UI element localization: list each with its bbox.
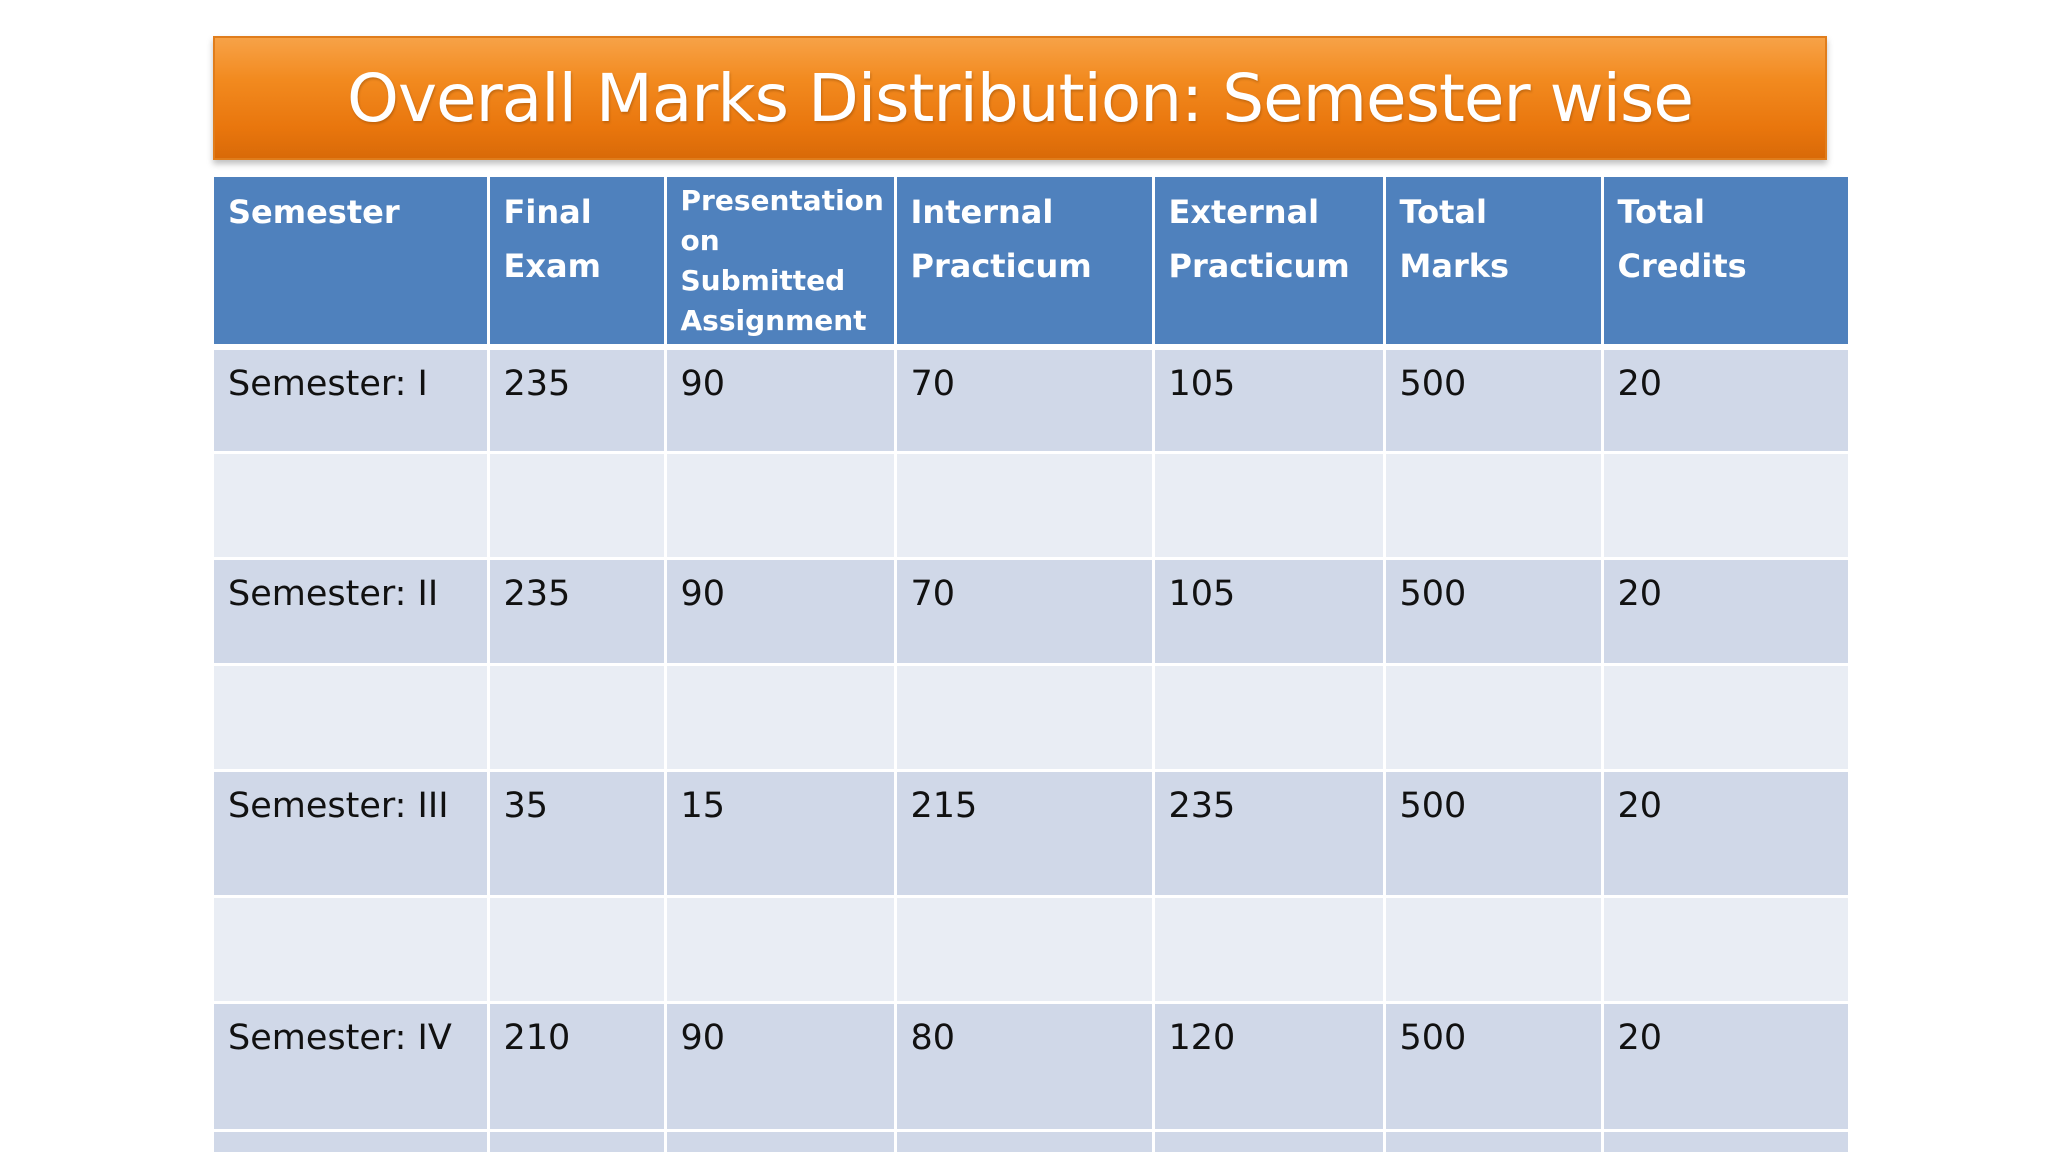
marks-distribution-table: Semester Final Exam Presentation on Subm… bbox=[214, 177, 1848, 1152]
cell-external-practicum: 120 bbox=[1153, 1002, 1386, 1132]
table-spacer-row bbox=[214, 896, 1848, 1004]
empty-cell bbox=[488, 896, 667, 1004]
cell-external-practicum: 105 bbox=[1153, 558, 1386, 666]
empty-cell bbox=[488, 664, 667, 772]
empty-cell bbox=[214, 896, 490, 1004]
cell-total-marks: 500 bbox=[1384, 558, 1604, 666]
title-banner: Overall Marks Distribution: Semester wis… bbox=[213, 36, 1827, 160]
cell-semester: Semester: IV bbox=[214, 1002, 490, 1132]
cell-total-marks: 500 bbox=[1384, 1002, 1604, 1132]
cell-internal-practicum: 70 bbox=[895, 347, 1155, 454]
cell-external-practicum: 235 bbox=[1153, 770, 1386, 898]
header-total-credits: Total Credits bbox=[1602, 177, 1848, 350]
empty-cell bbox=[665, 664, 897, 772]
cell-final-exam: 210 bbox=[488, 1002, 667, 1132]
marks-table-container: Semester Final Exam Presentation on Subm… bbox=[214, 177, 1848, 1152]
cell-total-credits: 20 bbox=[1602, 558, 1848, 666]
table-row-cut-off bbox=[214, 1130, 1848, 1152]
empty-cell bbox=[895, 452, 1155, 560]
empty-cell bbox=[1602, 452, 1848, 560]
empty-cell bbox=[1602, 896, 1848, 1004]
empty-cell bbox=[488, 1130, 667, 1152]
table-row: Semester: I 235 90 70 105 500 20 bbox=[214, 347, 1848, 454]
cell-total-credits: 20 bbox=[1602, 1002, 1848, 1132]
empty-cell bbox=[1153, 452, 1386, 560]
empty-cell bbox=[1384, 1130, 1604, 1152]
header-external-practicum: External Practicum bbox=[1153, 177, 1386, 350]
cell-final-exam: 235 bbox=[488, 558, 667, 666]
table-header-row: Semester Final Exam Presentation on Subm… bbox=[214, 177, 1848, 350]
empty-cell bbox=[665, 1130, 897, 1152]
cell-final-exam: 35 bbox=[488, 770, 667, 898]
cell-internal-practicum: 80 bbox=[895, 1002, 1155, 1132]
empty-cell bbox=[1153, 896, 1386, 1004]
empty-cell bbox=[895, 664, 1155, 772]
table-spacer-row bbox=[214, 664, 1848, 772]
empty-cell bbox=[214, 452, 490, 560]
empty-cell bbox=[895, 1130, 1155, 1152]
cell-total-credits: 20 bbox=[1602, 770, 1848, 898]
table-row: Semester: IV 210 90 80 120 500 20 bbox=[214, 1002, 1848, 1132]
table-row: Semester: II 235 90 70 105 500 20 bbox=[214, 558, 1848, 666]
cell-presentation: 15 bbox=[665, 770, 897, 898]
empty-cell bbox=[895, 896, 1155, 1004]
header-internal-practicum: Internal Practicum bbox=[895, 177, 1155, 350]
table-spacer-row bbox=[214, 452, 1848, 560]
empty-cell bbox=[214, 1130, 490, 1152]
empty-cell bbox=[1153, 1130, 1386, 1152]
header-total-marks: Total Marks bbox=[1384, 177, 1604, 350]
cell-presentation: 90 bbox=[665, 1002, 897, 1132]
empty-cell bbox=[1602, 664, 1848, 772]
cell-semester: Semester: II bbox=[214, 558, 490, 666]
header-presentation: Presentation on Submitted Assignment bbox=[665, 177, 897, 350]
cell-internal-practicum: 70 bbox=[895, 558, 1155, 666]
empty-cell bbox=[214, 664, 490, 772]
cell-presentation: 90 bbox=[665, 558, 897, 666]
cell-external-practicum: 105 bbox=[1153, 347, 1386, 454]
table-row: Semester: III 35 15 215 235 500 20 bbox=[214, 770, 1848, 898]
empty-cell bbox=[665, 896, 897, 1004]
cell-semester: Semester: III bbox=[214, 770, 490, 898]
cell-internal-practicum: 215 bbox=[895, 770, 1155, 898]
header-semester: Semester bbox=[214, 177, 490, 350]
empty-cell bbox=[1153, 664, 1386, 772]
empty-cell bbox=[1602, 1130, 1848, 1152]
header-final-exam: Final Exam bbox=[488, 177, 667, 350]
cell-presentation: 90 bbox=[665, 347, 897, 454]
empty-cell bbox=[1384, 452, 1604, 560]
empty-cell bbox=[488, 452, 667, 560]
empty-cell bbox=[665, 452, 897, 560]
empty-cell bbox=[1384, 664, 1604, 772]
cell-total-marks: 500 bbox=[1384, 347, 1604, 454]
cell-semester: Semester: I bbox=[214, 347, 490, 454]
empty-cell bbox=[1384, 896, 1604, 1004]
slide-title: Overall Marks Distribution: Semester wis… bbox=[347, 59, 1694, 137]
cell-total-marks: 500 bbox=[1384, 770, 1604, 898]
cell-final-exam: 235 bbox=[488, 347, 667, 454]
cell-total-credits: 20 bbox=[1602, 347, 1848, 454]
